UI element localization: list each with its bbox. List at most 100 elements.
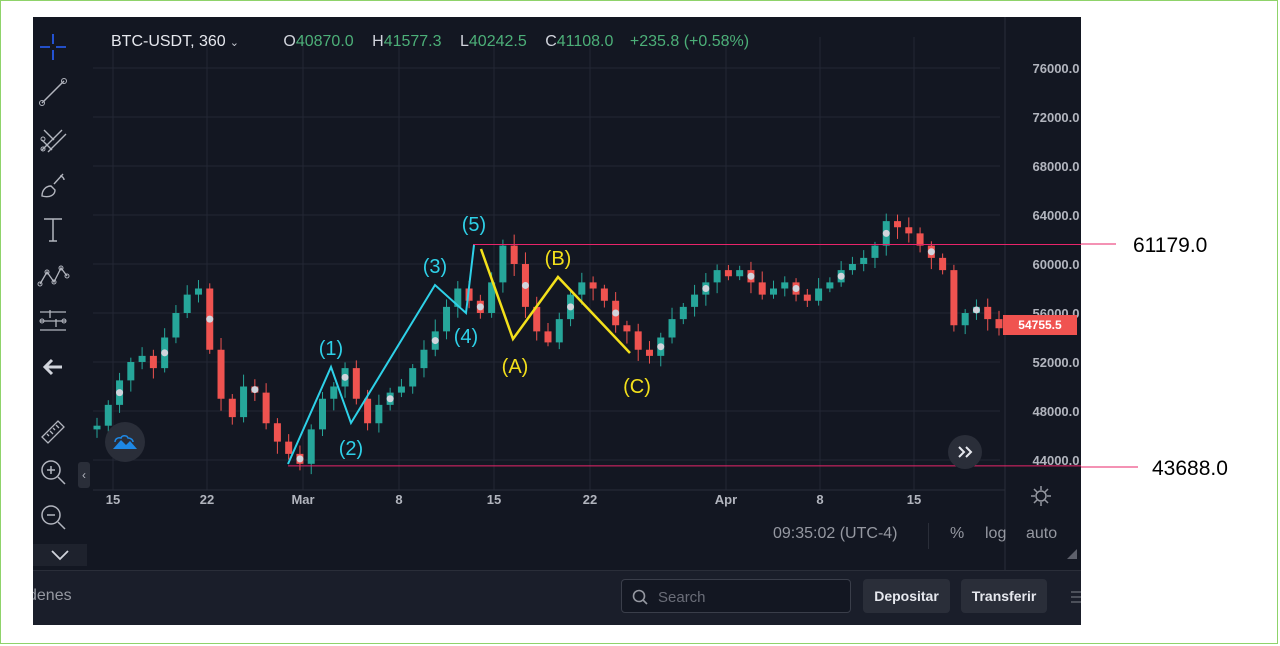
- change-value: +235.8 (+0.58%): [629, 33, 750, 50]
- candle-body: [352, 368, 360, 399]
- brush-icon[interactable]: [33, 165, 73, 205]
- zoom-out-icon[interactable]: [33, 497, 73, 537]
- candle-body: [409, 368, 417, 387]
- candle-body: [262, 392, 270, 424]
- trend-line-icon[interactable]: [33, 72, 73, 112]
- candle-body: [848, 264, 856, 271]
- crosshair-icon[interactable]: [33, 27, 73, 67]
- price-axis-tick-label: 60000.0: [1033, 257, 1080, 272]
- chart-settings-icon[interactable]: [1029, 484, 1053, 508]
- resize-handle[interactable]: [1067, 549, 1077, 559]
- corrective-wave-label: (A): [502, 356, 529, 378]
- price-axis-tick-label: 48000.0: [1033, 404, 1080, 419]
- zoom-in-icon[interactable]: [33, 452, 73, 492]
- candle-body: [397, 386, 405, 393]
- back-arrow-icon[interactable]: [33, 347, 73, 387]
- scroll-to-realtime-button[interactable]: [948, 435, 982, 469]
- chevron-down-icon: [51, 550, 69, 561]
- candle-body: [499, 245, 507, 283]
- menu-icon[interactable]: [1071, 589, 1081, 605]
- data-marker: [386, 395, 394, 403]
- candle-body: [781, 282, 789, 289]
- candle-body: [691, 294, 699, 307]
- candle-body: [668, 319, 676, 338]
- candle-body: [285, 441, 293, 454]
- collapse-toolbar-button[interactable]: [33, 544, 87, 566]
- corrective-wave-line: [479, 248, 631, 354]
- bottom-level-label: 43688.0: [1152, 457, 1228, 480]
- price-axis-tick-label: 72000.0: [1033, 110, 1080, 125]
- data-marker: [657, 343, 665, 351]
- auto-scale-toggle[interactable]: auto: [1026, 525, 1058, 542]
- time-axis-tick-label: 15: [907, 492, 921, 507]
- price-axis-tick-label: 44000.0: [1033, 453, 1080, 468]
- measure-icon[interactable]: [33, 301, 73, 341]
- transfer-button[interactable]: Transferir: [961, 579, 1047, 613]
- price-axis-tick-label: 68000.0: [1033, 159, 1080, 174]
- cloud-mountain-icon: [113, 435, 137, 449]
- data-marker: [927, 248, 935, 256]
- high-label: H: [372, 33, 384, 50]
- log-scale-toggle[interactable]: log: [985, 525, 1007, 542]
- candle-body: [995, 319, 1003, 329]
- search-field[interactable]: [621, 579, 851, 613]
- candle-body: [330, 386, 338, 399]
- price-axis-tick-label: 76000.0: [1033, 61, 1080, 76]
- candle-body: [939, 257, 947, 271]
- symbol-label: BTC-USDT, 360: [111, 33, 226, 50]
- price-axis-tick-label: 52000.0: [1033, 355, 1080, 370]
- pitchfork-icon[interactable]: [33, 119, 73, 159]
- impulse-wave-label: (5): [462, 214, 486, 236]
- search-input[interactable]: [656, 586, 840, 608]
- data-marker: [206, 315, 214, 323]
- high-value: 41577.3: [383, 33, 442, 50]
- low-label: L: [459, 33, 469, 50]
- chart-canvas[interactable]: 15 22 Mar 8 15 22 Apr 8 15 76000.0 72000.0 68000.0 6…: [33, 17, 1081, 570]
- candle-body: [713, 270, 721, 283]
- candle-body: [273, 423, 281, 442]
- price-axis-tick-label: 64000.0: [1033, 208, 1080, 223]
- candle-body: [544, 331, 552, 343]
- candle-body: [228, 398, 236, 418]
- candle-body: [950, 270, 958, 326]
- close-value: 41108.0: [556, 33, 614, 50]
- data-marker: [837, 272, 845, 280]
- candle-body: [679, 306, 687, 320]
- time-axis-tick-label: 8: [395, 492, 402, 507]
- candle-body: [172, 313, 180, 338]
- candle-body: [93, 425, 101, 430]
- candle-body: [600, 288, 608, 301]
- symbol-selector[interactable]: BTC-USDT, 360 ⌄: [111, 33, 239, 50]
- double-chevron-right-icon: [958, 446, 973, 458]
- data-marker: [296, 455, 304, 463]
- text-icon[interactable]: [33, 209, 73, 249]
- candle-body: [578, 282, 586, 295]
- data-marker: [521, 281, 529, 289]
- time-axis-tick-label: Mar: [291, 492, 314, 507]
- open-label: O: [283, 33, 296, 50]
- percent-scale-toggle[interactable]: %: [950, 525, 965, 542]
- candle-body: [420, 349, 428, 369]
- impulse-wave-label: (2): [339, 438, 363, 460]
- candle-body: [364, 398, 372, 424]
- candle-body: [871, 245, 879, 258]
- pattern-icon[interactable]: [33, 255, 73, 295]
- candle-body: [894, 221, 902, 228]
- impulse-wave-label: (1): [319, 338, 343, 360]
- candle-body: [488, 282, 496, 313]
- ruler-icon[interactable]: [33, 410, 73, 450]
- candle-body: [815, 288, 823, 301]
- clock-display[interactable]: 09:35:02 (UTC-4): [773, 525, 898, 542]
- candle-body: [826, 282, 834, 289]
- orders-tab[interactable]: denes: [33, 587, 72, 604]
- open-value: 40870.0: [295, 33, 354, 50]
- app-logo-button[interactable]: [105, 422, 145, 462]
- candle-body: [307, 429, 315, 464]
- scroll-left-handle[interactable]: ‹: [78, 462, 90, 488]
- candle-body: [589, 282, 597, 289]
- data-marker: [251, 386, 259, 394]
- deposit-button[interactable]: Depositar: [863, 579, 950, 613]
- candle-body: [183, 294, 191, 313]
- candle-body: [240, 386, 248, 418]
